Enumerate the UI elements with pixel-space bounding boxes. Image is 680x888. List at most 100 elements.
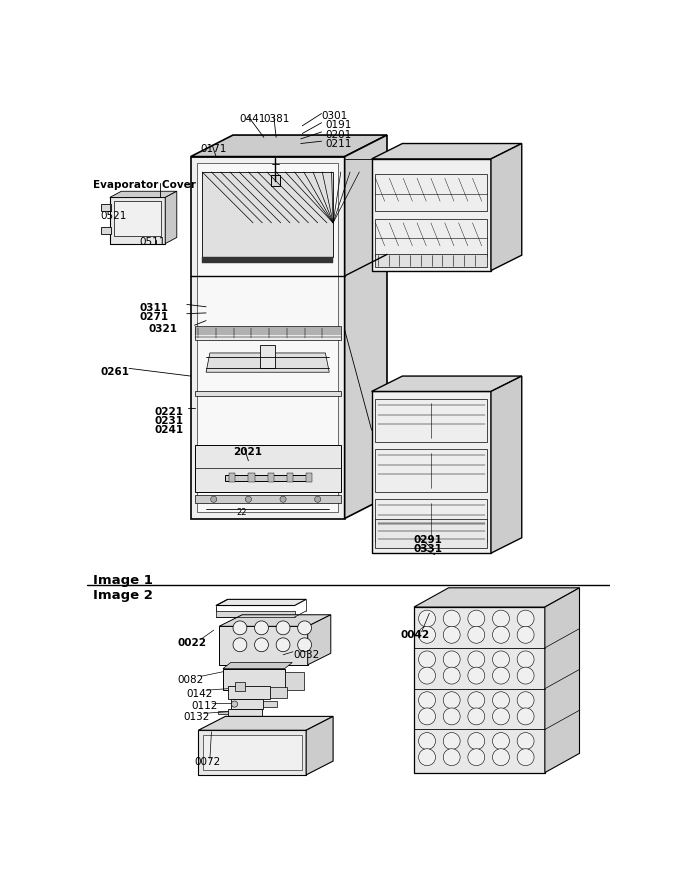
Polygon shape: [491, 376, 522, 553]
Text: 0291: 0291: [414, 535, 443, 544]
Circle shape: [517, 667, 534, 684]
Circle shape: [419, 610, 435, 627]
Bar: [287, 473, 293, 482]
Circle shape: [443, 749, 460, 765]
Bar: [375, 519, 487, 548]
Polygon shape: [545, 588, 579, 773]
Polygon shape: [414, 607, 545, 773]
Bar: [375, 449, 487, 492]
Polygon shape: [216, 599, 306, 606]
Polygon shape: [199, 717, 333, 730]
Circle shape: [443, 733, 460, 749]
Circle shape: [468, 749, 485, 765]
Circle shape: [492, 749, 509, 765]
Bar: [223, 669, 285, 690]
Circle shape: [443, 708, 460, 725]
Polygon shape: [223, 662, 292, 669]
Bar: [202, 257, 333, 263]
Bar: [263, 701, 277, 707]
Text: 0381: 0381: [264, 115, 290, 124]
Text: 0032: 0032: [293, 650, 320, 660]
Polygon shape: [371, 159, 491, 271]
Bar: [194, 496, 341, 503]
Bar: [375, 174, 487, 211]
Circle shape: [468, 692, 485, 709]
Circle shape: [233, 638, 247, 652]
Text: 0042: 0042: [401, 630, 430, 640]
Circle shape: [492, 692, 509, 709]
Circle shape: [517, 733, 534, 749]
Bar: [375, 400, 487, 441]
Circle shape: [468, 708, 485, 725]
Polygon shape: [218, 711, 228, 714]
Bar: [194, 392, 341, 396]
Circle shape: [443, 667, 460, 684]
Circle shape: [276, 621, 290, 635]
Bar: [101, 203, 112, 211]
Circle shape: [517, 651, 534, 668]
Text: 0441: 0441: [239, 115, 265, 124]
Circle shape: [492, 733, 509, 749]
Circle shape: [254, 638, 269, 652]
Circle shape: [443, 610, 460, 627]
Circle shape: [419, 667, 435, 684]
Text: 0311: 0311: [139, 303, 168, 313]
Text: 0211: 0211: [326, 139, 352, 149]
Text: 0142: 0142: [187, 689, 213, 699]
Bar: [231, 700, 263, 709]
Bar: [375, 499, 487, 542]
Circle shape: [419, 708, 435, 725]
Text: 0331: 0331: [414, 544, 443, 554]
Circle shape: [298, 638, 311, 652]
Circle shape: [419, 692, 435, 709]
Text: 0171: 0171: [201, 144, 227, 154]
Bar: [375, 219, 487, 256]
Text: 0231: 0231: [154, 416, 184, 426]
Circle shape: [517, 610, 534, 627]
Text: 0201: 0201: [326, 130, 352, 139]
Circle shape: [492, 708, 509, 725]
Circle shape: [517, 626, 534, 643]
Text: Image 1: Image 1: [93, 574, 153, 587]
Circle shape: [419, 749, 435, 765]
Polygon shape: [414, 588, 579, 607]
Polygon shape: [165, 191, 177, 243]
Text: 0301: 0301: [322, 111, 347, 121]
Circle shape: [468, 667, 485, 684]
Bar: [235, 682, 245, 691]
Polygon shape: [199, 730, 306, 775]
Circle shape: [245, 496, 252, 503]
Text: 2021: 2021: [233, 447, 262, 457]
Circle shape: [468, 651, 485, 668]
Text: Evaporator Cover: Evaporator Cover: [93, 180, 196, 191]
Circle shape: [233, 621, 247, 635]
Text: 22: 22: [237, 508, 248, 517]
Bar: [216, 611, 294, 617]
Polygon shape: [285, 671, 304, 690]
Text: Image 2: Image 2: [93, 590, 153, 602]
Circle shape: [492, 667, 509, 684]
Circle shape: [419, 733, 435, 749]
Polygon shape: [109, 197, 165, 243]
Circle shape: [419, 651, 435, 668]
Circle shape: [492, 651, 509, 668]
Circle shape: [468, 626, 485, 643]
Polygon shape: [307, 614, 330, 665]
Polygon shape: [219, 626, 307, 665]
Circle shape: [517, 708, 534, 725]
Circle shape: [211, 496, 217, 503]
Bar: [268, 473, 274, 482]
Circle shape: [419, 626, 435, 643]
Polygon shape: [190, 156, 345, 519]
Circle shape: [298, 621, 311, 635]
Text: 0221: 0221: [154, 407, 184, 416]
Bar: [248, 473, 254, 482]
Circle shape: [231, 701, 237, 707]
Text: 0261: 0261: [101, 367, 130, 377]
Polygon shape: [206, 353, 329, 372]
Text: 0521: 0521: [101, 210, 127, 220]
Polygon shape: [491, 144, 522, 271]
Polygon shape: [371, 392, 491, 553]
Bar: [194, 446, 341, 492]
Text: 0191: 0191: [326, 121, 352, 131]
